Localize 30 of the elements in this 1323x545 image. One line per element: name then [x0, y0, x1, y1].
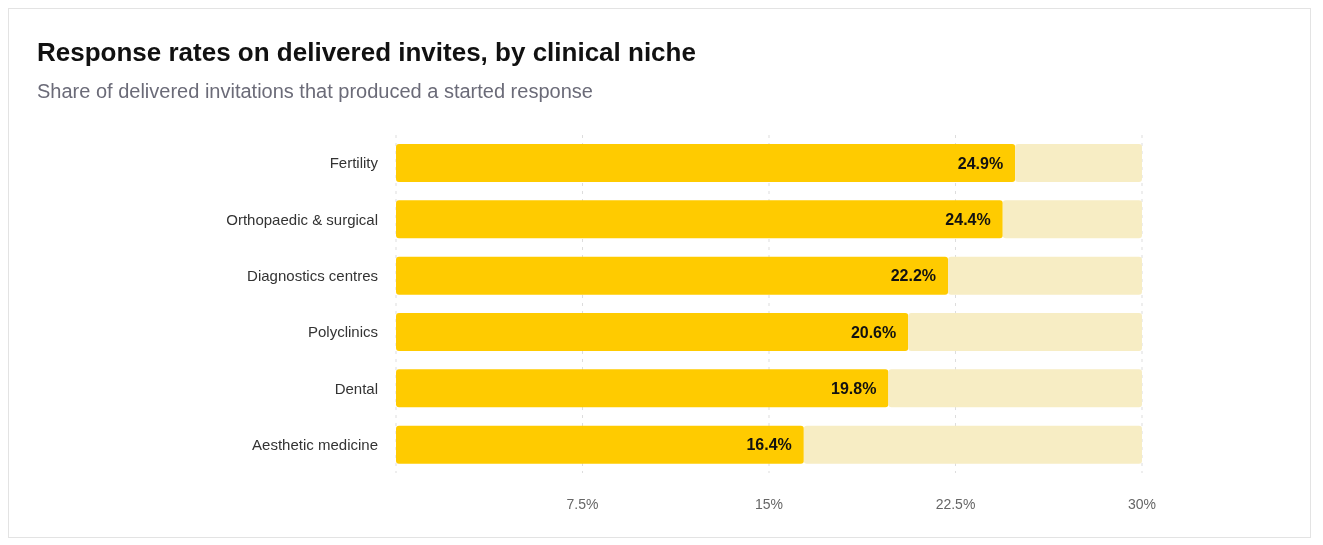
- data-label: 16.4%: [746, 436, 792, 454]
- bar: [948, 256, 1142, 295]
- bar: [1015, 144, 1142, 182]
- bar: [396, 144, 1016, 182]
- y-tick-label: Polyclinics: [307, 323, 378, 341]
- bar: [396, 369, 889, 408]
- data-label: 24.4%: [945, 211, 991, 229]
- x-tick-label: 7.5%: [566, 495, 599, 512]
- data-label: 20.6%: [850, 323, 897, 341]
- bar: [396, 425, 804, 464]
- bar: [1002, 200, 1142, 239]
- y-tick-label: Orthopaedic & surgical: [226, 210, 378, 228]
- bar: [908, 313, 1142, 351]
- bar: [396, 256, 949, 295]
- bar: [396, 313, 909, 351]
- x-tick-label: 15%: [754, 495, 784, 512]
- y-tick-label: Aesthetic medicine: [252, 436, 378, 454]
- bar: [396, 200, 1003, 239]
- bar: [803, 425, 1142, 464]
- data-label: 22.2%: [890, 267, 937, 285]
- y-tick-label: Diagnostics centres: [247, 267, 378, 285]
- x-tick-label: 30%: [1127, 495, 1157, 512]
- data-label: 24.9%: [957, 154, 1004, 172]
- bar: [888, 369, 1142, 408]
- y-tick-label: Fertility: [329, 154, 379, 172]
- chart-subtitle: Share of delivered invitations that produced a started response: [37, 80, 594, 103]
- data-label: 19.8%: [830, 380, 877, 398]
- chart-title: Response rates on delivered invites, by clinical niche: [37, 37, 697, 68]
- y-tick-label: Dental: [334, 379, 378, 397]
- x-tick-label: 22.5%: [935, 495, 976, 512]
